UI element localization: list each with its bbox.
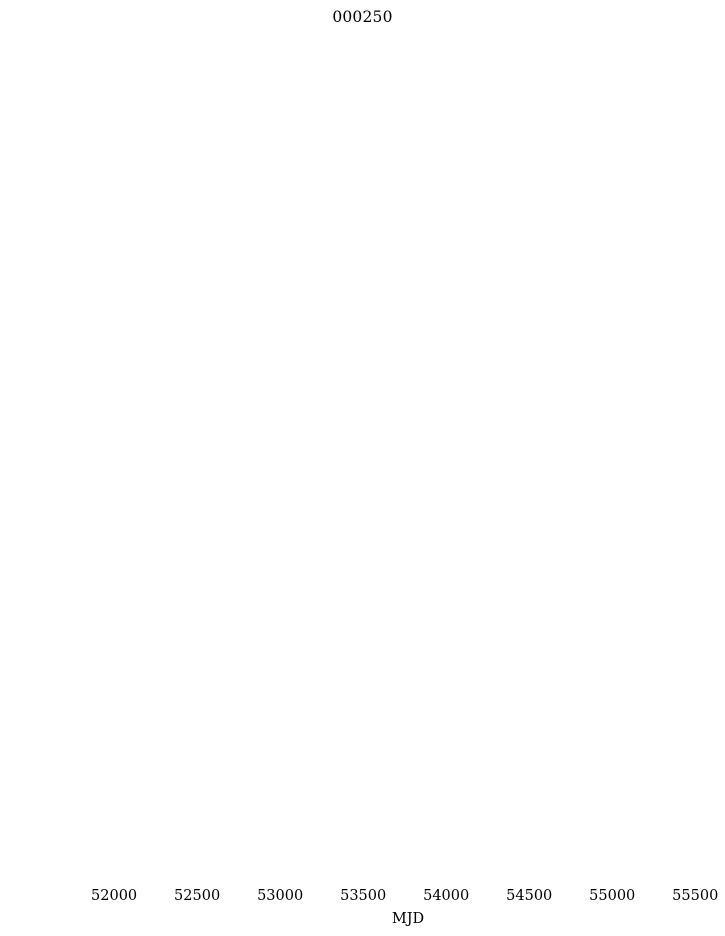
x-axis: 52000 52500 53000 53500 54000 54500 55000 55500…: [91, 888, 718, 927]
x-axis-label: MJD: [392, 911, 424, 927]
figure-title: 000250: [332, 8, 393, 26]
xtick-label: 53000: [257, 888, 303, 904]
xtick-label: 53500: [340, 888, 386, 904]
xtick-label: 55000: [589, 888, 635, 904]
xtick-label: 54500: [506, 888, 552, 904]
xtick-label: 55500: [672, 888, 718, 904]
xtick-label: 54000: [423, 888, 469, 904]
xtick-label: 52500: [174, 888, 220, 904]
xtick-label: 52000: [91, 888, 137, 904]
